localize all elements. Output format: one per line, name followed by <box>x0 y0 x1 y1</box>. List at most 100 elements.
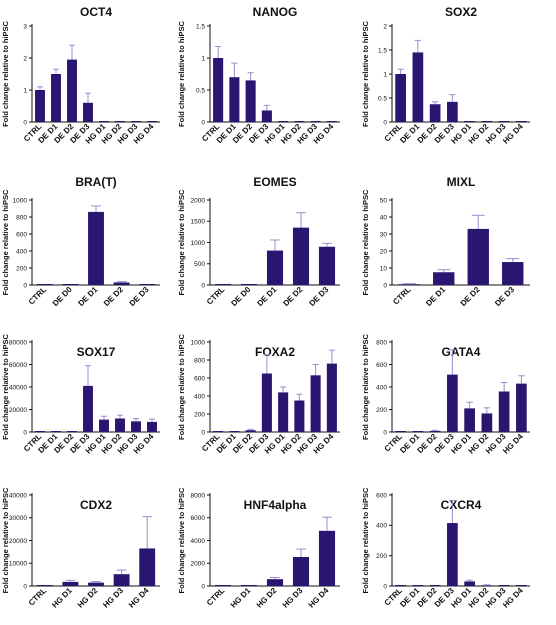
y-tick-label: 20000 <box>9 407 27 414</box>
x-tick-label: HG D4 <box>501 432 525 456</box>
y-tick-label: 200 <box>376 407 387 414</box>
x-tick-label: DE D3 <box>128 285 151 308</box>
y-tick-label: 1 <box>201 55 205 62</box>
chart-title: SOX2 <box>445 5 477 19</box>
x-tick-label: CTRL <box>205 586 227 608</box>
y-tick-label: 800 <box>194 357 205 364</box>
y-tick-label: 0.5 <box>378 95 387 102</box>
y-tick-label: 200 <box>376 553 387 560</box>
y-tick-label: 500 <box>194 261 205 268</box>
bar <box>147 421 157 432</box>
y-tick-label: 2 <box>383 23 387 30</box>
x-tick-label: HG D2 <box>255 586 279 610</box>
y-axis-label: Fold change relative to hiPSC <box>361 333 370 439</box>
x-tick-label: HG D3 <box>101 586 125 610</box>
chart-title: MIXL <box>447 175 476 189</box>
x-tick-label: DE D2 <box>102 285 125 308</box>
x-tick-label: HG D4 <box>501 122 525 146</box>
y-tick-label: 400 <box>376 384 387 391</box>
y-tick-label: 6000 <box>191 515 206 522</box>
y-tick-label: 200 <box>16 265 27 272</box>
x-tick-label: HG D4 <box>501 586 525 610</box>
bar <box>113 282 130 285</box>
bar <box>261 110 272 122</box>
bar <box>464 581 475 586</box>
bar <box>412 52 424 122</box>
x-tick-label: HG D1 <box>229 586 253 610</box>
bar <box>467 228 489 285</box>
chart-title: CDX2 <box>80 498 112 512</box>
bar <box>294 400 305 432</box>
y-tick-label: 0 <box>23 282 27 289</box>
y-tick-label: 2000 <box>191 197 206 204</box>
y-tick-label: 200 <box>194 411 205 418</box>
bar <box>464 408 475 432</box>
bar <box>213 58 224 122</box>
x-tick-label: DE D1 <box>255 285 278 308</box>
y-axis-label: Fold change relative to hiPSC <box>177 333 186 439</box>
x-tick-label: DE D1 <box>76 285 99 308</box>
bar <box>88 582 104 586</box>
y-tick-label: 20 <box>380 248 388 255</box>
bar <box>266 250 284 285</box>
y-tick-label: 0 <box>201 119 205 126</box>
bar <box>292 227 310 285</box>
x-tick-label: HG D3 <box>281 586 305 610</box>
bar <box>447 374 458 432</box>
x-tick-label: HG D1 <box>50 586 74 610</box>
chart-title: OCT4 <box>80 5 112 19</box>
bar <box>502 262 524 285</box>
bar <box>310 375 321 432</box>
x-tick-label: DE D1 <box>424 285 447 308</box>
bar <box>245 430 256 432</box>
bar <box>266 579 284 586</box>
y-tick-label: 1000 <box>191 339 206 346</box>
y-tick-label: 0 <box>383 119 387 126</box>
x-tick-label: HG D2 <box>76 586 100 610</box>
bar <box>51 74 61 122</box>
y-tick-label: 0 <box>383 583 387 590</box>
y-tick-label: 30 <box>380 231 388 238</box>
y-tick-label: 600 <box>194 375 205 382</box>
bar <box>261 373 272 432</box>
chart-title: CXCR4 <box>441 498 482 512</box>
x-tick-label: CTRL <box>391 285 413 307</box>
y-tick-label: 10 <box>380 265 388 272</box>
bar <box>447 101 458 122</box>
y-tick-label: 0 <box>383 282 387 289</box>
x-tick-label: HG D4 <box>307 586 331 610</box>
y-tick-label: 0 <box>23 119 27 126</box>
y-axis-label: Fold change relative to hiPSC <box>361 20 370 126</box>
y-axis-label: Fold change relative to hiPSC <box>177 189 186 295</box>
x-tick-label: DE D3 <box>493 285 516 308</box>
y-axis-label: Fold change relative to hiPSC <box>1 20 10 126</box>
bar <box>99 419 109 432</box>
chart-title: NANOG <box>253 5 298 19</box>
y-tick-label: 1.5 <box>196 23 205 30</box>
bar <box>433 272 455 285</box>
y-tick-label: 1500 <box>191 219 206 226</box>
y-tick-label: 0 <box>201 282 205 289</box>
chart-title: FOXA2 <box>255 345 295 359</box>
bar <box>429 430 441 432</box>
bar <box>35 90 45 122</box>
bar <box>139 548 156 586</box>
y-tick-label: 10000 <box>9 561 27 568</box>
bar <box>395 74 406 122</box>
x-tick-label: DE D2 <box>459 285 482 308</box>
y-tick-label: 400 <box>376 523 387 530</box>
y-axis-label: Fold change relative to hiPSC <box>177 487 186 593</box>
x-tick-label: CTRL <box>27 586 49 608</box>
y-tick-label: 1.5 <box>378 47 387 54</box>
bar <box>67 59 77 122</box>
bar <box>113 574 130 586</box>
bar <box>115 418 125 432</box>
x-tick-label: DE D3 <box>307 285 330 308</box>
bar <box>62 581 79 586</box>
y-tick-label: 1000 <box>13 197 28 204</box>
y-axis-label: Fold change relative to hiPSC <box>1 189 10 295</box>
y-tick-label: 0 <box>383 429 387 436</box>
bar <box>245 80 256 122</box>
bar <box>429 104 441 122</box>
